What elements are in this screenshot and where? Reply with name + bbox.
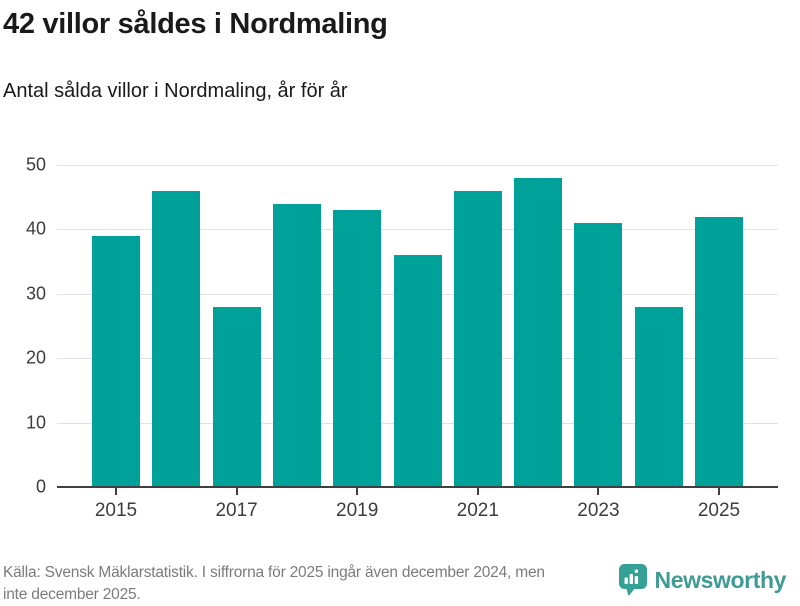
bar-2024 [634,306,683,487]
newsworthy-icon [618,563,648,597]
newsworthy-wordmark: Newsworthy [654,566,787,593]
x-tick-label: 2019 [336,500,379,521]
x-tick-label: 2021 [456,500,499,521]
y-tick-label: 40 [25,218,46,239]
bar-2025 [695,216,743,487]
bar-2020 [393,255,442,487]
y-tick-label: 0 [35,476,46,497]
bar-2016 [152,190,201,487]
x-tick-label: 2023 [577,500,620,521]
chart-title: 42 villor såldes i Nordmaling [3,8,388,40]
x-tick-label: 2015 [94,500,138,521]
bar-2015 [92,235,140,487]
y-tick-label: 20 [25,347,46,368]
bar-2023 [574,222,623,487]
x-tick [115,487,117,495]
x-tick [718,487,720,495]
gridline [57,165,778,166]
bar-2021 [453,190,502,487]
x-tick [476,487,479,495]
bar-2022 [514,177,563,487]
y-tick-label: 10 [25,412,46,433]
y-tick-label: 30 [25,283,46,304]
bar-2017 [212,306,261,487]
x-tick [356,487,359,495]
plot-area [57,165,778,495]
x-tick [235,487,238,495]
x-tick-label: 2025 [697,500,741,521]
bar-2018 [272,203,321,487]
newsworthy-logo: Newsworthy [618,563,786,597]
chart-subtitle: Antal sålda villor i Nordmaling, år för … [3,80,348,102]
x-tick-label: 2017 [215,500,258,521]
source-text: Källa: Svensk Mäklarstatistik. I siffror… [3,564,545,603]
x-tick [597,487,600,495]
y-tick-label: 50 [25,154,46,175]
gridline [57,229,778,231]
x-axis-line [57,486,778,488]
bar-2019 [333,210,382,487]
